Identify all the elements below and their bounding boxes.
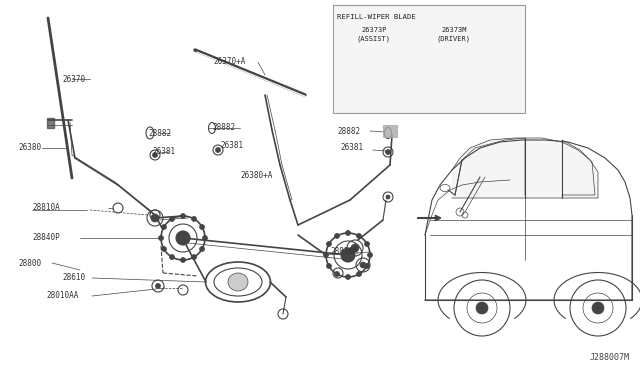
- Circle shape: [365, 241, 369, 247]
- Text: 28882: 28882: [337, 126, 360, 135]
- Text: 26380+A: 26380+A: [240, 171, 273, 180]
- Circle shape: [323, 253, 328, 257]
- Circle shape: [346, 275, 351, 279]
- Circle shape: [335, 234, 339, 238]
- Circle shape: [326, 241, 332, 247]
- Ellipse shape: [228, 273, 248, 291]
- Bar: [383, 125, 397, 137]
- Text: 26381: 26381: [152, 148, 175, 157]
- Text: J288007M: J288007M: [590, 353, 630, 362]
- Circle shape: [346, 231, 351, 235]
- Text: 26370+A: 26370+A: [213, 58, 245, 67]
- Circle shape: [356, 234, 362, 238]
- Circle shape: [161, 247, 166, 251]
- Circle shape: [200, 224, 205, 230]
- Text: 28810A: 28810A: [330, 247, 358, 257]
- Circle shape: [365, 263, 369, 269]
- Circle shape: [386, 195, 390, 199]
- Circle shape: [200, 247, 205, 251]
- Text: 26370: 26370: [62, 74, 85, 83]
- Circle shape: [326, 263, 332, 269]
- Circle shape: [191, 217, 196, 221]
- Text: 26380: 26380: [18, 144, 41, 153]
- Text: (DRIVER): (DRIVER): [436, 36, 470, 42]
- Circle shape: [341, 248, 355, 262]
- Circle shape: [476, 302, 488, 314]
- Text: 26373M: 26373M: [441, 27, 467, 33]
- Text: REFILL-WIPER BLADE: REFILL-WIPER BLADE: [337, 14, 416, 20]
- Circle shape: [335, 272, 339, 276]
- Circle shape: [351, 244, 359, 252]
- Text: (ASSIST): (ASSIST): [356, 36, 390, 42]
- Bar: [333, 5, 525, 113]
- Circle shape: [170, 254, 175, 260]
- Circle shape: [385, 150, 390, 154]
- Text: 26381: 26381: [340, 144, 363, 153]
- Circle shape: [202, 235, 207, 241]
- Text: 28800: 28800: [18, 259, 41, 267]
- Circle shape: [152, 153, 157, 157]
- Text: 28810A: 28810A: [32, 203, 60, 212]
- Circle shape: [592, 302, 604, 314]
- Text: 26381: 26381: [220, 141, 243, 151]
- Circle shape: [161, 224, 166, 230]
- Circle shape: [151, 214, 159, 222]
- Circle shape: [180, 214, 186, 218]
- Text: 26373P: 26373P: [361, 27, 387, 33]
- Text: 28840P: 28840P: [32, 234, 60, 243]
- Text: 28882: 28882: [212, 124, 235, 132]
- Text: 28882: 28882: [148, 128, 171, 138]
- Bar: [47, 118, 54, 128]
- Circle shape: [180, 257, 186, 263]
- Polygon shape: [452, 138, 598, 198]
- Circle shape: [156, 283, 161, 289]
- Circle shape: [367, 253, 372, 257]
- Circle shape: [170, 217, 175, 221]
- Circle shape: [356, 272, 362, 276]
- Circle shape: [216, 148, 221, 153]
- Circle shape: [176, 231, 190, 245]
- Text: 28610: 28610: [62, 273, 85, 282]
- Circle shape: [360, 262, 366, 268]
- Circle shape: [159, 235, 163, 241]
- Circle shape: [191, 254, 196, 260]
- Text: 28010AA: 28010AA: [46, 292, 78, 301]
